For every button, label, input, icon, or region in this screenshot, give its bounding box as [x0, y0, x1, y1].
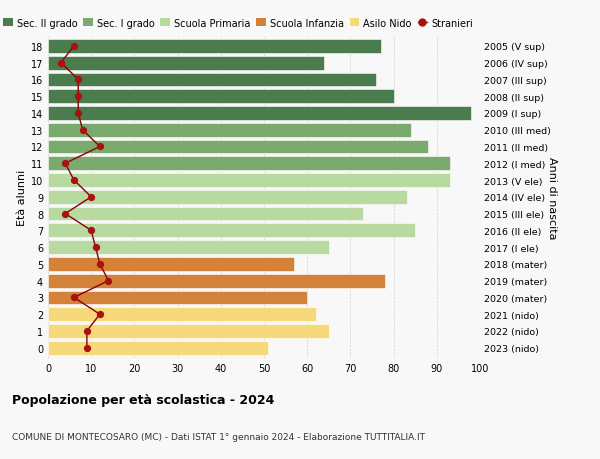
Bar: [48, 174, 450, 187]
Point: [82, 344, 92, 352]
Point: [91, 244, 100, 251]
Point: [69, 177, 79, 185]
Bar: [48, 107, 472, 121]
Bar: [48, 341, 268, 355]
Bar: [48, 241, 329, 254]
Y-axis label: Età alunni: Età alunni: [17, 169, 26, 225]
Bar: [48, 325, 329, 338]
Bar: [48, 224, 415, 238]
Y-axis label: Anni di nascita: Anni di nascita: [547, 156, 557, 239]
Legend: Sec. II grado, Sec. I grado, Scuola Primaria, Scuola Infanzia, Asilo Nido, Stran: Sec. II grado, Sec. I grado, Scuola Prim…: [3, 19, 473, 28]
Bar: [48, 291, 307, 305]
Bar: [48, 274, 385, 288]
Point: [78, 127, 88, 134]
Bar: [48, 308, 316, 321]
Point: [95, 311, 104, 318]
Text: Popolazione per età scolastica - 2024: Popolazione per età scolastica - 2024: [12, 393, 274, 406]
Point: [82, 328, 92, 335]
Bar: [48, 157, 450, 171]
Point: [86, 227, 96, 235]
Bar: [48, 73, 376, 87]
Bar: [48, 40, 380, 54]
Point: [73, 110, 83, 118]
Bar: [48, 190, 407, 204]
Point: [86, 194, 96, 201]
Bar: [48, 257, 294, 271]
Point: [61, 210, 70, 218]
Bar: [48, 123, 411, 137]
Bar: [48, 207, 364, 221]
Point: [69, 294, 79, 302]
Point: [95, 144, 104, 151]
Point: [95, 261, 104, 268]
Bar: [48, 56, 325, 70]
Bar: [48, 90, 394, 104]
Point: [61, 160, 70, 168]
Text: COMUNE DI MONTECOSARO (MC) - Dati ISTAT 1° gennaio 2024 - Elaborazione TUTTITALI: COMUNE DI MONTECOSARO (MC) - Dati ISTAT …: [12, 431, 425, 441]
Point: [73, 93, 83, 101]
Bar: [48, 140, 428, 154]
Point: [104, 277, 113, 285]
Point: [56, 60, 66, 67]
Point: [69, 43, 79, 50]
Point: [73, 77, 83, 84]
